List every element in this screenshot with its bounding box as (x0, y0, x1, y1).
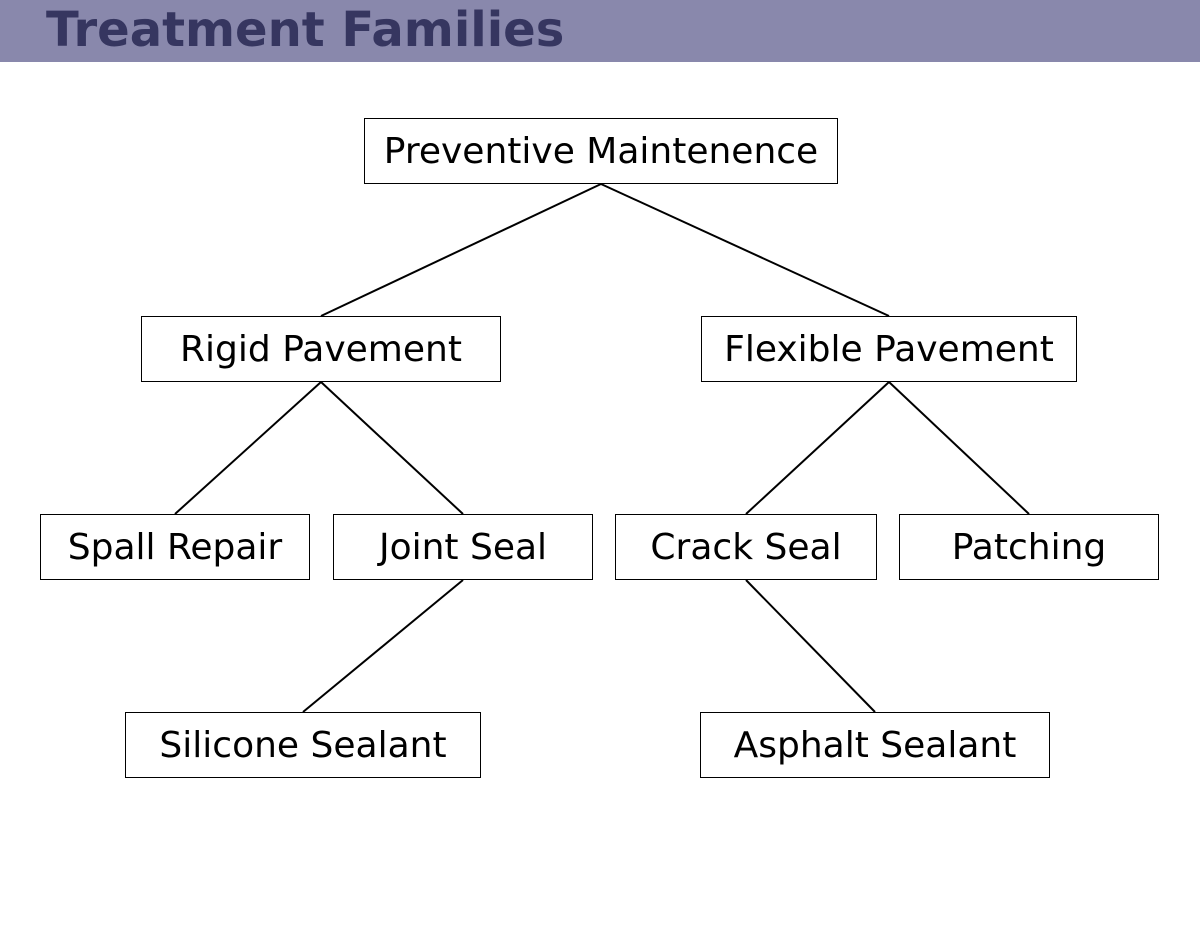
node-crack: Crack Seal (615, 514, 877, 580)
node-asph: Asphalt Sealant (700, 712, 1050, 778)
page-title: Treatment Families (46, 2, 564, 58)
node-joint: Joint Seal (333, 514, 593, 580)
edge-rigid-joint (321, 382, 463, 514)
edge-joint-sil (303, 580, 463, 712)
node-spall: Spall Repair (40, 514, 310, 580)
edge-root-flex (601, 184, 889, 316)
node-sil: Silicone Sealant (125, 712, 481, 778)
node-rigid: Rigid Pavement (141, 316, 501, 382)
edge-rigid-spall (175, 382, 321, 514)
node-root: Preventive Maintenence (364, 118, 838, 184)
node-flex: Flexible Pavement (701, 316, 1077, 382)
node-patch: Patching (899, 514, 1159, 580)
edge-flex-crack (746, 382, 889, 514)
edge-flex-patch (889, 382, 1029, 514)
edge-root-rigid (321, 184, 601, 316)
edge-crack-asph (746, 580, 875, 712)
